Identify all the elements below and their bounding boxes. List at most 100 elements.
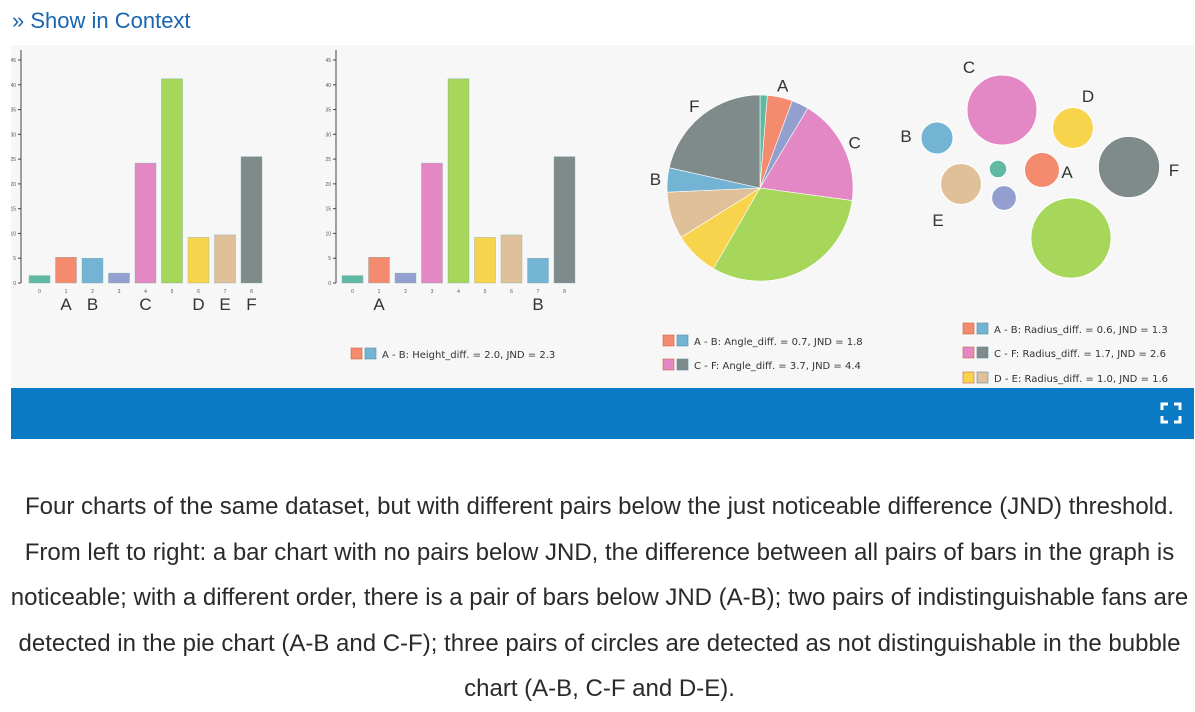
y-tick-label: 20: [325, 182, 331, 188]
x-tick-label: 2: [404, 289, 407, 295]
bar-0: [341, 275, 364, 284]
y-tick-label: 35: [11, 108, 16, 114]
y-tick-label: 35: [325, 108, 331, 114]
x-tick-label: 8: [563, 289, 566, 295]
x-tick-label: 3: [431, 289, 434, 295]
fullscreen-expand-icon[interactable]: [1160, 402, 1182, 424]
y-tick-label: 45: [11, 58, 16, 64]
bubble-3: [988, 159, 1008, 179]
bubble-label-D: D: [1082, 87, 1094, 106]
legend-pie-cf-swatch-2: [676, 358, 689, 371]
legend-pie-cf-swatch-1: [662, 358, 675, 371]
bar-0: [28, 275, 51, 284]
x-tick-label: 1: [65, 289, 68, 295]
bar-3: [108, 272, 130, 284]
pie-label-F: F: [689, 97, 699, 116]
bar-2: [394, 272, 417, 284]
legend-bubble-ab-text: A - B: Radius_diff. = 0.6, JND = 1.3: [994, 325, 1168, 336]
y-tick-label: 25: [325, 157, 331, 163]
y-tick-label: 30: [325, 132, 331, 138]
bar-6: [187, 237, 210, 284]
expand-icon-glyph: [1160, 402, 1182, 424]
pie-label-B: B: [650, 170, 661, 189]
bar-8: [553, 156, 576, 284]
legend-pie-cf-text: C - F: Angle_diff. = 3.7, JND = 4.4: [694, 361, 861, 372]
x-tick-label: 2: [91, 289, 94, 295]
y-tick-label: 10: [11, 231, 16, 237]
bar-3: [421, 162, 443, 284]
x-tick-label: 6: [510, 289, 513, 295]
bar-label-F: F: [246, 295, 256, 314]
y-tick-label: 25: [11, 157, 16, 163]
x-tick-label: 3: [118, 289, 121, 295]
bar-label-D: D: [192, 295, 204, 314]
bubble-label-F: F: [1169, 161, 1179, 180]
bar-8: [240, 156, 263, 284]
bar-label-B: B: [87, 295, 98, 314]
figure-toolbar: [11, 388, 1194, 439]
y-tick-label: 40: [11, 83, 16, 89]
x-tick-label: 4: [144, 289, 147, 295]
legend-bubble-de-swatch-2: [976, 371, 989, 384]
x-tick-label: 6: [197, 289, 200, 295]
bar-6: [500, 234, 523, 284]
x-tick-label: 7: [224, 289, 227, 295]
bubble-5: [1097, 135, 1161, 199]
y-tick-label: 0: [13, 281, 16, 287]
legend-bar-ab-text: A - B: Height_diff. = 2.0, JND = 2.3: [382, 350, 555, 361]
pie-label-C: C: [849, 134, 861, 153]
legend-bar-ab-swatch-2: [364, 347, 377, 360]
pie-label-A: A: [777, 76, 789, 95]
legend-bar-ab-swatch-1: [350, 347, 363, 360]
legend-bubble-ab-swatch-1: [962, 322, 975, 335]
legend-bubble-cf-swatch-2: [976, 346, 989, 359]
pie-slice-3: [759, 107, 854, 201]
x-tick-label: 1: [378, 289, 381, 295]
bubble-2: [920, 121, 954, 155]
bar-5: [474, 237, 496, 284]
bar-5: [161, 78, 183, 284]
bubble-label-B: B: [900, 127, 911, 146]
bubble-6: [940, 163, 982, 205]
bar-7: [214, 234, 236, 284]
bar-label-B: B: [532, 295, 543, 314]
y-tick-label: 15: [325, 207, 331, 213]
pie-slice-8: [668, 94, 761, 189]
legend-bubble-cf-text: C - F: Radius_diff. = 1.7, JND = 2.6: [994, 349, 1166, 360]
bubble-label-E: E: [932, 211, 943, 230]
bubble-1: [1052, 107, 1094, 149]
x-tick-label: 5: [484, 289, 487, 295]
x-tick-label: 0: [351, 289, 354, 295]
y-tick-label: 5: [328, 256, 331, 262]
x-tick-label: 5: [171, 289, 174, 295]
y-tick-label: 20: [11, 182, 16, 188]
bar-label-C: C: [139, 295, 151, 314]
legend-bubble-de-swatch-1: [962, 371, 975, 384]
y-tick-label: 0: [328, 281, 331, 287]
bar-label-E: E: [219, 295, 230, 314]
legend-bubble-ab-swatch-2: [976, 322, 989, 335]
y-tick-label: 5: [13, 256, 16, 262]
x-tick-label: 7: [537, 289, 540, 295]
legend-pie-ab-text: A - B: Angle_diff. = 0.7, JND = 1.8: [694, 337, 863, 348]
pie-slice-4: [713, 187, 853, 282]
show-in-context-link[interactable]: » Show in Context: [12, 8, 191, 33]
bar-4: [134, 162, 157, 284]
figure-image: 0 5 10 15 20 25 30 35 40 45 0 1 A 2 B 3 4 C 5 6 D 7 E 8 F 0 5 10 15 2…: [11, 45, 1194, 388]
x-tick-label: 8: [250, 289, 253, 295]
bubble-4: [1023, 151, 1061, 189]
y-tick-label: 10: [325, 231, 331, 237]
bubble-label-A: A: [1061, 163, 1073, 182]
figure-caption: Four charts of the same dataset, but wit…: [10, 493, 1189, 702]
bar-2: [81, 258, 104, 284]
legend-pie-ab-swatch-1: [662, 334, 675, 347]
legend-pie-ab-swatch-2: [676, 334, 689, 347]
x-tick-label: 0: [38, 289, 41, 295]
bubble-label-C: C: [963, 58, 975, 77]
legend-bubble-de-text: D - E: Radius_diff. = 1.0, JND = 1.6: [994, 374, 1168, 385]
y-tick-label: 45: [325, 58, 331, 64]
x-tick-label: 4: [457, 289, 460, 295]
y-tick-label: 15: [11, 207, 16, 213]
bubble-0: [966, 74, 1038, 146]
bar-1: [368, 257, 390, 284]
